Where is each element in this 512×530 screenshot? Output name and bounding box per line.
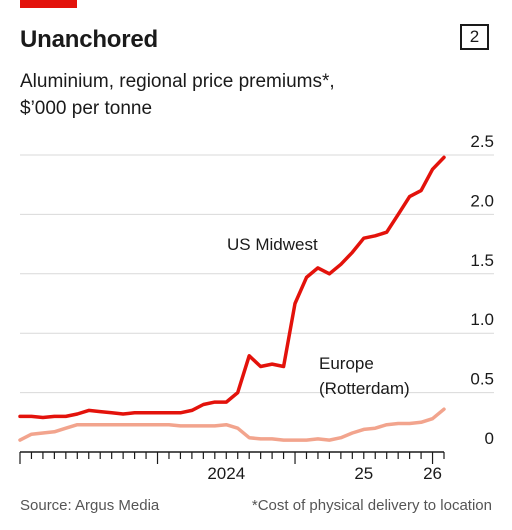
y-tick-label: 2.0 bbox=[470, 191, 494, 210]
y-tick-label: 2.5 bbox=[470, 132, 494, 151]
x-axis: 2024 25 26 bbox=[19, 451, 445, 483]
us-midwest-label: US Midwest bbox=[227, 235, 318, 254]
chart-subtitle: Aluminium, regional price premiums*, $’0… bbox=[20, 68, 440, 122]
europe-label-line1: Europe bbox=[319, 354, 374, 373]
y-tick-labels: 2.5 2.0 1.5 1.0 0.5 0 bbox=[470, 132, 494, 448]
series-lines bbox=[18, 155, 446, 442]
series-labels: US Midwest Europe (Rotterdam) bbox=[227, 235, 410, 398]
source-note: Source: Argus Media bbox=[20, 497, 160, 514]
gridlines bbox=[20, 154, 494, 394]
chart-number-badge: 2 bbox=[460, 24, 489, 50]
subtitle-line-2: $’000 per tonne bbox=[20, 98, 153, 119]
y-tick-label: 0.5 bbox=[470, 370, 494, 389]
y-tick-label: 1.5 bbox=[470, 251, 494, 270]
europe-line bbox=[18, 407, 446, 442]
y-tick-label: 0 bbox=[485, 429, 494, 448]
chart-title: Unanchored bbox=[20, 26, 159, 53]
us-midwest-line bbox=[18, 155, 446, 420]
footnote: *Cost of physical delivery to location bbox=[251, 497, 492, 514]
x-tick-label: 2024 bbox=[207, 464, 245, 483]
europe-label-line2: (Rotterdam) bbox=[319, 379, 410, 398]
y-tick-label: 1.0 bbox=[470, 310, 494, 329]
subtitle-line-1: Aluminium, regional price premiums*, bbox=[20, 71, 335, 92]
brand-accent-bar bbox=[20, 0, 77, 8]
x-tick-label: 26 bbox=[423, 464, 442, 483]
x-tick-label: 25 bbox=[354, 464, 373, 483]
